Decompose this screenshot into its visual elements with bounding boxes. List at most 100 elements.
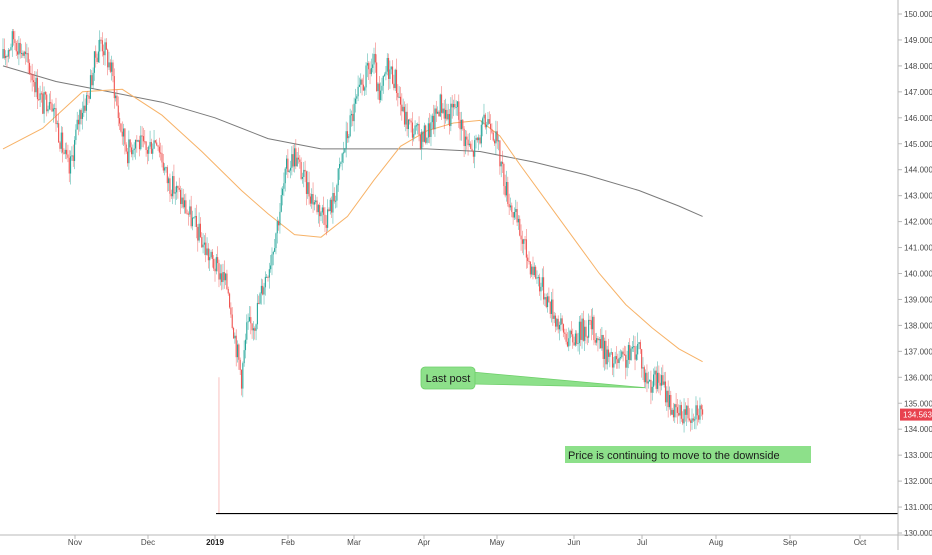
candle-body (547, 296, 549, 308)
annotations: Last post Price is continuing to move to … (420, 366, 811, 463)
candle-body (275, 233, 277, 249)
candle-body (682, 418, 684, 424)
candle-body (569, 330, 571, 339)
candle-body (194, 215, 196, 218)
candle-body (474, 140, 476, 157)
candle-body (585, 326, 587, 337)
candle-body (68, 157, 70, 174)
candle-body (520, 235, 522, 240)
candle-body (103, 51, 105, 56)
candle-body (528, 260, 530, 262)
candle-body (438, 111, 440, 117)
candle-body (312, 194, 314, 205)
candle-body (374, 53, 376, 63)
candle-body (618, 357, 620, 364)
candle-body (26, 53, 28, 55)
candle-body (552, 299, 554, 319)
candle-body (328, 209, 330, 212)
candle-body (463, 128, 465, 147)
candle-body (6, 55, 8, 57)
candle-body (331, 199, 333, 213)
candle-body (259, 293, 261, 304)
candle-body (686, 405, 688, 415)
downside-note-box (565, 446, 811, 463)
y-tick-label: 138.000 (904, 321, 932, 330)
last-price-label: 134.563 (903, 411, 932, 420)
candle-body (482, 118, 484, 125)
candle-body (557, 318, 559, 330)
candle-body (264, 276, 266, 288)
candle-body (344, 148, 346, 153)
candle-body (543, 277, 545, 300)
candle-body (201, 237, 203, 248)
candle-body (162, 162, 164, 171)
candle-body (215, 257, 217, 272)
candle-body (354, 98, 356, 104)
candle-body (381, 85, 383, 91)
candle-body (679, 405, 681, 416)
candle-body (182, 197, 184, 208)
candle-body (10, 47, 12, 51)
candle-body (455, 107, 457, 109)
candle-body (154, 140, 156, 143)
x-axis: Nov Dec 2019 Feb Mar Apr May Jun Jul Aug Sep Oct (0, 534, 932, 547)
candle-body (303, 169, 305, 177)
candle-body (462, 119, 464, 129)
candle-body (372, 64, 374, 68)
moving-averages (2, 65, 703, 363)
candle-body (15, 42, 17, 52)
candle-body (561, 318, 563, 325)
candle-body (307, 182, 309, 194)
candle-body (653, 374, 655, 387)
x-tick-label: Aug (709, 538, 723, 547)
candle-body (339, 164, 341, 169)
candle-body (472, 150, 474, 157)
candle-body (141, 135, 143, 137)
candle-body (256, 302, 258, 325)
candle-body (213, 258, 215, 269)
candle-body (442, 108, 444, 113)
candle-body (287, 158, 289, 173)
candle-body (622, 351, 624, 355)
y-tick-label: 149.000 (904, 36, 932, 45)
candle-body (637, 344, 639, 355)
y-tick-label: 143.000 (904, 192, 932, 201)
candle-body (152, 148, 154, 154)
candle-body (255, 324, 257, 331)
candle-body (218, 263, 220, 280)
candle-body (146, 150, 148, 154)
candle-body (353, 103, 355, 122)
candle-body (254, 328, 256, 331)
candle-body (540, 286, 542, 292)
candle-body (125, 144, 127, 152)
candle-body (369, 69, 371, 75)
candle-body (464, 136, 466, 147)
candle-body (313, 202, 315, 205)
candle-body (129, 139, 131, 148)
candle-body (581, 318, 583, 340)
candle-body (592, 316, 594, 330)
candle-body (174, 192, 176, 194)
candle-body (611, 352, 614, 368)
candle-body (694, 419, 696, 421)
candle-body (284, 168, 286, 184)
candle-body (589, 319, 591, 321)
candle-body (9, 50, 11, 52)
candle-body (373, 53, 375, 65)
candle-body (74, 140, 76, 161)
candle-body (62, 132, 64, 153)
candle-body (342, 152, 345, 154)
x-tick-label: May (489, 538, 504, 547)
candle-body (659, 382, 661, 386)
candle-body (551, 299, 553, 314)
candle-body (657, 372, 659, 389)
candle-body (229, 293, 231, 308)
candle-body (84, 105, 86, 111)
candle-body (572, 334, 574, 343)
candle-body (430, 122, 432, 137)
x-tick-label: Mar (347, 538, 361, 547)
candle-body (3, 49, 5, 58)
candle-body (675, 404, 677, 408)
candle-body (348, 136, 350, 139)
